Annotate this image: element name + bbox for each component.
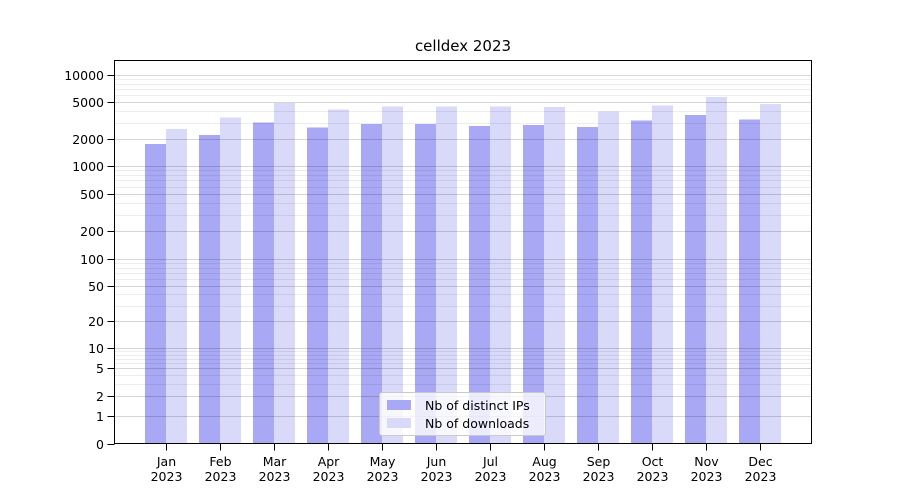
bar-distinct-ips — [739, 119, 760, 444]
x-tick-label-month: Dec — [748, 454, 772, 469]
bar-downloads — [706, 97, 727, 444]
bar-distinct-ips — [685, 115, 706, 444]
x-tick-label-year: 2023 — [421, 469, 453, 484]
bar-distinct-ips — [469, 125, 490, 444]
x-tick-label-year: 2023 — [637, 469, 669, 484]
x-tick-label-year: 2023 — [205, 469, 237, 484]
bar-downloads — [328, 109, 349, 444]
x-tick-label-month: Jul — [482, 454, 498, 469]
y-tick-label: 0 — [96, 437, 104, 452]
y-tick-label: 100 — [80, 252, 104, 267]
bar-downloads — [760, 104, 781, 444]
y-tick-label: 1000 — [72, 159, 104, 174]
bar-downloads — [220, 117, 241, 444]
legend: Nb of distinct IPs Nb of downloads — [379, 392, 546, 436]
bar-downloads — [490, 106, 511, 444]
legend-label-distinct-ips: Nb of distinct IPs — [425, 397, 530, 413]
bar-distinct-ips — [577, 127, 598, 444]
y-tick-label: 500 — [80, 187, 104, 202]
gridlines-group — [114, 75, 812, 417]
x-tick-label-month: Feb — [209, 454, 231, 469]
bar-distinct-ips — [631, 120, 652, 444]
y-tick-label: 2 — [96, 389, 104, 404]
legend-label-downloads: Nb of downloads — [425, 415, 530, 431]
y-tick-label: 50 — [88, 279, 104, 294]
bar-distinct-ips — [361, 123, 382, 444]
bar-downloads — [274, 103, 295, 444]
x-tick-label-month: Nov — [694, 454, 719, 469]
x-tick-label-year: 2023 — [691, 469, 723, 484]
bar-downloads — [598, 111, 619, 444]
bar-distinct-ips — [199, 134, 220, 444]
x-tick-label-year: 2023 — [151, 469, 183, 484]
y-tick-label: 200 — [80, 224, 104, 239]
x-tick-label-month: Sep — [587, 454, 611, 469]
x-tick-label-month: Jun — [426, 454, 447, 469]
bar-downloads — [166, 129, 187, 444]
legend-item-distinct-ips: Nb of distinct IPs — [380, 399, 545, 412]
plot-border — [114, 60, 812, 444]
y-tick-label: 10 — [88, 341, 104, 356]
x-tick-label-year: 2023 — [313, 469, 345, 484]
bar-distinct-ips — [523, 125, 544, 444]
x-tick-label-year: 2023 — [529, 469, 561, 484]
bar-downloads — [382, 106, 403, 444]
x-tick-label-year: 2023 — [259, 469, 291, 484]
x-tick-label-month: Aug — [532, 454, 556, 469]
y-tick-label: 20 — [88, 314, 104, 329]
x-tick-label-month: Mar — [263, 454, 287, 469]
x-tick-label-month: May — [370, 454, 396, 469]
y-tick-label: 10000 — [64, 68, 104, 83]
legend-swatch-distinct-ips-icon — [387, 400, 411, 410]
bar-distinct-ips — [307, 127, 328, 444]
x-tick-label-month: Oct — [642, 454, 664, 469]
bar-distinct-ips — [145, 143, 166, 444]
x-tick-label-month: Apr — [318, 454, 340, 469]
x-tick-label-year: 2023 — [367, 469, 399, 484]
bar-distinct-ips — [415, 124, 436, 444]
bar-downloads — [652, 105, 673, 444]
legend-item-downloads: Nb of downloads — [380, 417, 545, 430]
y-tick-label: 2000 — [72, 132, 104, 147]
y-tick-label: 5 — [96, 361, 104, 376]
x-tick-label-year: 2023 — [475, 469, 507, 484]
legend-swatch-downloads-icon — [387, 418, 411, 428]
x-tick-label-year: 2023 — [583, 469, 615, 484]
bar-downloads — [544, 107, 565, 444]
y-tick-label: 5000 — [72, 95, 104, 110]
axes-group: 012510205010020050010002000500010000Jan2… — [64, 60, 812, 484]
x-tick-label-month: Jan — [156, 454, 176, 469]
bar-downloads — [436, 106, 457, 444]
bar-distinct-ips — [253, 122, 274, 444]
x-tick-label-year: 2023 — [745, 469, 777, 484]
chart-title: celldex 2023 — [415, 37, 511, 55]
bars-group — [145, 97, 781, 444]
y-tick-label: 1 — [96, 409, 104, 424]
